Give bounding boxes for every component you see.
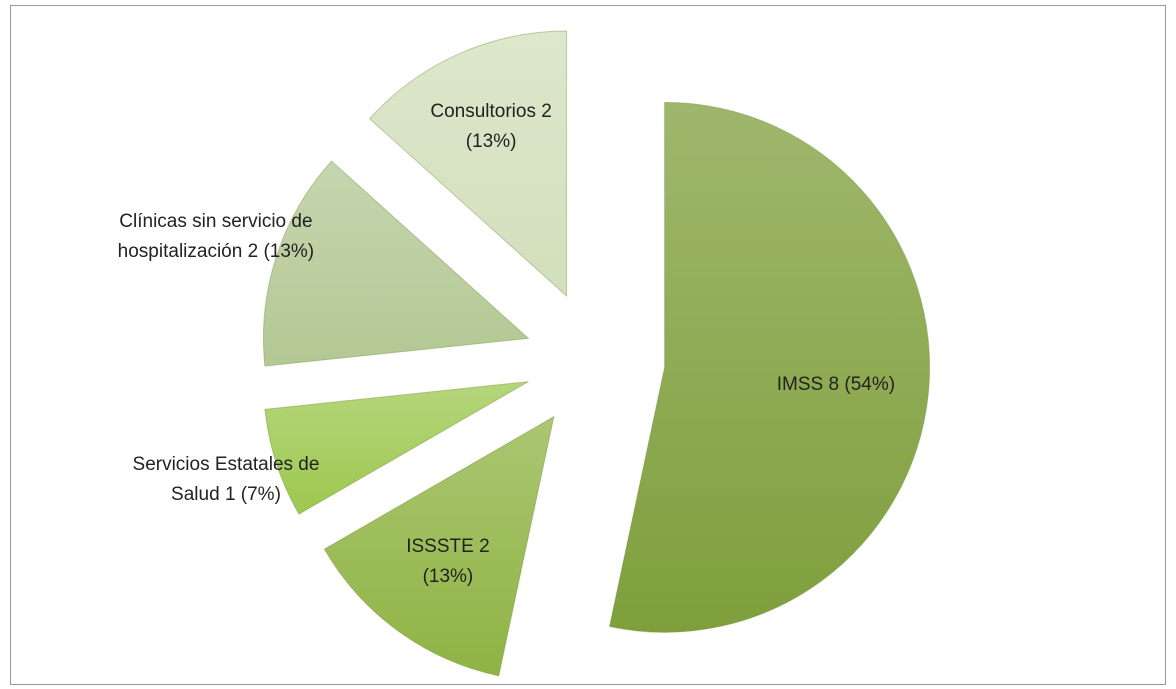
category-label: Clínicas sin servicio de hospitalización — [117, 210, 313, 262]
value-label: 2 (13%) — [247, 240, 315, 262]
slice-label: IMSS 8 (54%) — [726, 370, 946, 400]
slice-label: ISSSTE 2 (13%) — [393, 532, 503, 592]
category-label: ISSSTE — [406, 536, 474, 558]
slice-label: Clínicas sin servicio de hospitalización… — [116, 207, 316, 267]
category-label: Consultorios — [430, 100, 536, 122]
value-label: 8 (54%) — [828, 374, 896, 396]
category-label: IMSS — [776, 374, 824, 396]
chart-frame — [10, 5, 1166, 685]
value-label: 1 (7%) — [224, 483, 281, 505]
pie-slice — [323, 415, 555, 677]
pie-slice — [264, 381, 529, 515]
pie-slice — [262, 160, 530, 367]
slice-label: Consultorios 2 (13%) — [411, 97, 571, 157]
value-label: 2 (13%) — [422, 536, 490, 588]
pie-slice — [608, 101, 931, 633]
slice-label: Servicios Estatales de Salud 1 (7%) — [131, 450, 321, 510]
pie-slice — [368, 30, 568, 298]
value-label: 2 (13%) — [465, 100, 552, 152]
category-label: Servicios Estatales de Salud — [132, 453, 320, 505]
